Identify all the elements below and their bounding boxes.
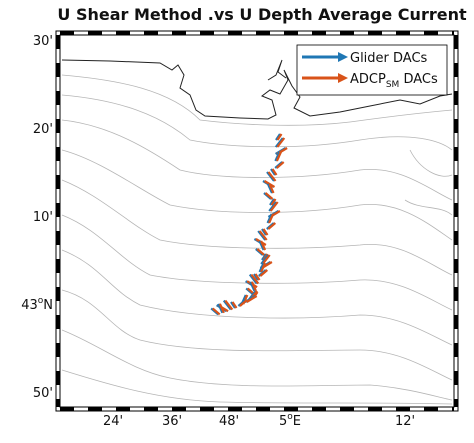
x-tick-label: 36' [162, 414, 182, 429]
dac-arrow [271, 168, 278, 176]
dac-arrow [261, 254, 271, 265]
y-tick-label: 30' [33, 34, 53, 49]
dac-arrow [269, 198, 275, 206]
dac-arrow [269, 201, 279, 212]
dac-arrow [258, 240, 265, 251]
dac-arrow [270, 198, 277, 206]
x-tick-label-sup: o [287, 412, 293, 422]
dac-arrow [211, 307, 221, 316]
dac-arrow [258, 262, 265, 273]
dac-arrow [254, 273, 261, 281]
x-tick-label: 5oE [279, 412, 301, 429]
dac-arrow [275, 151, 282, 162]
dac-arrow [224, 299, 234, 311]
y-tick-label-main: 30' [33, 34, 53, 49]
legend-label-suffix: DACs [399, 72, 438, 87]
dac-arrow [248, 273, 258, 285]
legend-label: ADCPSM DACs [350, 72, 438, 90]
dac-arrow [274, 151, 281, 162]
dac-arrow [261, 253, 267, 261]
dac-arrow [230, 301, 236, 309]
x-tick-label-main: 36' [162, 414, 182, 429]
dac-arrow [266, 183, 274, 194]
y-tick-label-main: 50' [33, 386, 53, 401]
dac-arrow [266, 213, 273, 224]
dac-arrow [268, 213, 275, 224]
legend-label-main: ADCP [350, 72, 386, 87]
contours [61, 74, 453, 405]
dac-arrow [260, 262, 267, 273]
dac-arrow [270, 168, 276, 176]
legend-arrowhead [338, 73, 348, 83]
dac-arrow [257, 230, 267, 241]
dac-arrow [250, 281, 257, 292]
dac-arrow [256, 248, 266, 256]
y-tick-label-suffix: N [43, 298, 53, 313]
frame-ticks [55, 30, 459, 412]
dac-arrow [239, 299, 248, 307]
legend [296, 44, 448, 96]
x-tick-label-main: 24' [103, 414, 123, 429]
dac-arrow [231, 301, 238, 309]
y-tick-label-main: 20' [33, 122, 53, 137]
y-tick-label: 20' [33, 122, 53, 137]
dac-arrow [268, 183, 275, 194]
legend-label-sub: SM [386, 80, 399, 90]
map-area [59, 34, 455, 408]
dac-arrow [253, 273, 259, 281]
y-tick-label-sup: o [38, 296, 44, 306]
dac-arrow [262, 228, 269, 236]
dac-arrow [276, 137, 286, 148]
dac-arrow [259, 269, 269, 277]
dac-arrow [250, 273, 260, 285]
y-tick-label-main: 10' [33, 210, 53, 225]
title: U Shear Method .vs U Depth Average Curre… [57, 5, 467, 24]
dac-arrow [267, 222, 277, 230]
coastline [61, 59, 453, 120]
dac-arrow [268, 201, 278, 212]
dac-arrow [261, 228, 267, 236]
y-tick-label: 50' [33, 386, 53, 401]
x-tick-label: 48' [219, 414, 239, 429]
dac-arrow [249, 281, 256, 292]
x-tick-label: 12' [395, 414, 415, 429]
y-tick-label: 43oN [21, 296, 53, 313]
legend-box [296, 44, 448, 96]
dac-arrow [258, 230, 268, 241]
dac-arrow [267, 171, 277, 182]
legend-arrowhead [338, 52, 348, 62]
x-tick-label-main: 5 [279, 414, 287, 429]
dac-arrow [218, 303, 225, 314]
dac-arrow [276, 133, 283, 141]
x-tick-label-main: 12' [395, 414, 415, 429]
dac-arrow [217, 303, 224, 314]
dac-arrow [260, 254, 270, 265]
legend-label-main: Glider DACs [350, 51, 428, 66]
y-tick-label-main: 43 [21, 298, 38, 313]
x-tick-label: 24' [103, 414, 123, 429]
x-tick-label-suffix: E [293, 414, 301, 429]
dac-arrow [275, 133, 281, 141]
dac-arrow [274, 137, 284, 148]
dac-arrow [264, 192, 274, 200]
y-tick-label: 10' [33, 210, 53, 225]
dac-arrows [210, 133, 288, 316]
dac-arrow [246, 295, 258, 303]
dac-arrow [260, 240, 267, 251]
dac-arrow [275, 161, 285, 169]
legend-label: Glider DACs [350, 51, 428, 66]
dac-arrow [266, 171, 275, 182]
dac-arrow [222, 299, 232, 311]
x-tick-label-main: 48' [219, 414, 239, 429]
